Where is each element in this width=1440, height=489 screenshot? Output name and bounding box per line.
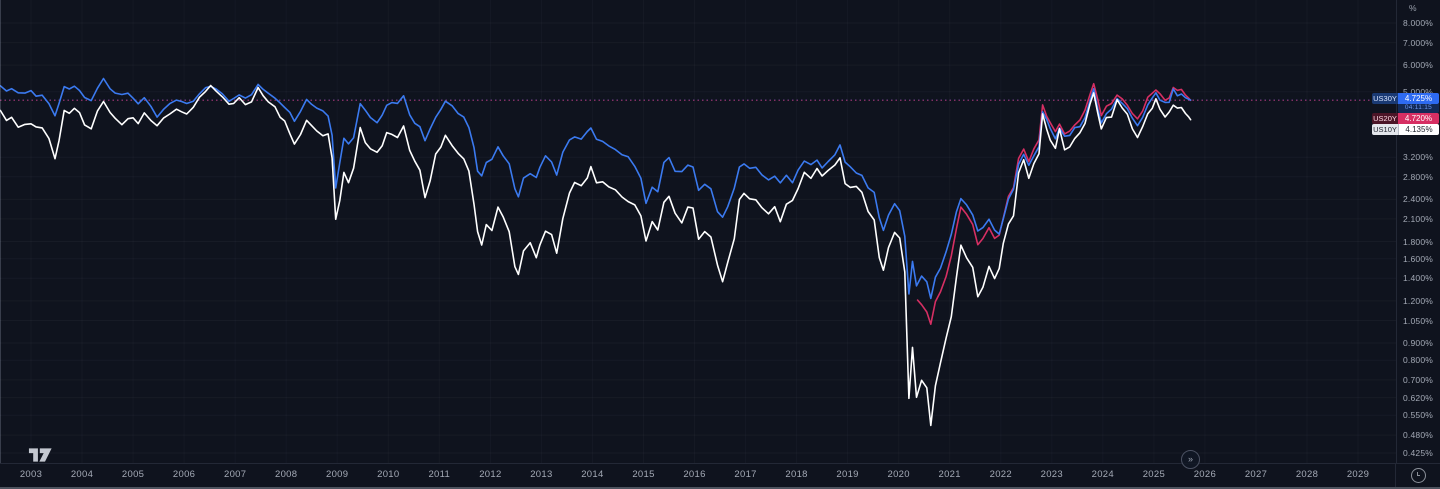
us10y-symbol-chip: US10Y [1372, 124, 1399, 135]
time-axis-year-label: 2019 [836, 469, 859, 480]
price-scale[interactable]: % 8.000% 7.000% 6.000% 5.000% 3.200% 2.800% 2.… [1396, 0, 1440, 463]
price-axis-tick: 7.000% [1403, 37, 1434, 48]
price-axis-tick: 5.000% [1403, 86, 1434, 97]
time-axis-year-label: 2020 [887, 469, 910, 480]
price-axis-tick: 6.000% [1403, 60, 1434, 71]
price-axis-tick: 2.100% [1403, 213, 1434, 224]
us30y-symbol-chip: US30Y [1372, 93, 1398, 104]
time-axis-year-label: 2013 [530, 469, 553, 480]
time-axis-year-label: 2026 [1193, 469, 1217, 480]
tradingview-logo[interactable] [28, 447, 62, 468]
clock-icon[interactable] [1410, 468, 1426, 483]
price-axis-tick: 0.900% [1403, 338, 1434, 348]
time-axis-year-label: 2009 [326, 469, 349, 480]
price-axis-tick: 0.800% [1403, 355, 1434, 366]
time-scale[interactable]: 2003 2004 2005 2006 2007 2008 2009 2010 2011 2012… [0, 463, 1440, 487]
series-line-us10y [0, 84, 1192, 427]
time-axis-year-label: 2017 [734, 469, 757, 480]
time-axis-year-label: 2014 [581, 469, 604, 480]
time-axis-year-label: 2005 [121, 469, 145, 480]
series-line-us30y [0, 77, 1192, 300]
price-label-us10y: US10Y 4.135% [1372, 124, 1439, 135]
time-axis-year-label: 2029 [1346, 469, 1370, 480]
time-axis-year-label: 2010 [377, 469, 400, 480]
double-arrow-right-icon: » [1187, 454, 1193, 464]
time-axis-year-label: 2021 [938, 469, 961, 480]
time-axis-corner [1395, 464, 1440, 487]
time-axis-year-label: 2023 [1040, 469, 1063, 480]
go-to-realtime-button[interactable]: » [1181, 450, 1200, 469]
time-axis-year-label: 2022 [989, 469, 1012, 480]
price-scale-unit-button[interactable]: % [1409, 3, 1417, 13]
chart-pane[interactable] [0, 0, 1440, 463]
time-axis-year-label: 2028 [1295, 469, 1319, 480]
time-axis-year-label: 2015 [632, 469, 655, 480]
time-axis-year-label: 2024 [1091, 469, 1114, 480]
price-axis-tick: 1.200% [1403, 295, 1434, 306]
price-axis-tick: 0.480% [1403, 430, 1434, 441]
time-axis-year-label: 2011 [428, 469, 451, 480]
us20y-symbol-chip: US20Y [1372, 113, 1398, 124]
price-axis-tick: 1.600% [1403, 253, 1434, 264]
price-axis-tick: 0.620% [1403, 392, 1434, 403]
time-axis-year-label: 2008 [275, 469, 298, 480]
price-axis-tick: 1.400% [1403, 273, 1434, 284]
us10y-price-value: 4.135% [1399, 124, 1439, 135]
us30y-price-value: 4.725% [1398, 93, 1439, 104]
time-axis-year-label: 2012 [479, 469, 502, 480]
time-axis-year-label: 2016 [683, 469, 706, 480]
price-axis-tick: 2.400% [1403, 194, 1434, 205]
time-axis-year-label: 2006 [172, 469, 196, 480]
price-label-us30y: US30Y 4.725% [1372, 93, 1439, 104]
us20y-price-value: 4.720% [1398, 113, 1439, 124]
time-axis-year-label: 2025 [1142, 469, 1166, 480]
price-axis-tick: 1.800% [1403, 236, 1434, 247]
price-axis-tick: 0.550% [1403, 410, 1434, 421]
series-line-us20y [916, 82, 1192, 325]
gridlines [0, 0, 1396, 463]
bottom-edge-divider [0, 487, 1440, 489]
price-label-us20y: US20Y 4.720% [1372, 113, 1439, 124]
time-axis-year-label: 2027 [1244, 469, 1268, 480]
price-axis-tick: 1.050% [1403, 315, 1434, 326]
price-axis-tick: 0.425% [1403, 448, 1434, 458]
time-axis-year-label: 2007 [224, 469, 247, 480]
time-axis-year-label: 2003 [19, 469, 43, 480]
price-axis-tick: 0.700% [1403, 374, 1434, 385]
price-axis-tick: 8.000% [1403, 18, 1434, 28]
us30y-bar-countdown: 04:11:15 [1398, 104, 1439, 113]
left-edge-gridline [0, 0, 1, 463]
price-axis-tick: 2.800% [1403, 171, 1434, 182]
price-axis-tick: 3.200% [1403, 152, 1434, 163]
time-axis-year-label: 2018 [785, 469, 808, 480]
time-axis-year-label: 2004 [70, 469, 94, 480]
